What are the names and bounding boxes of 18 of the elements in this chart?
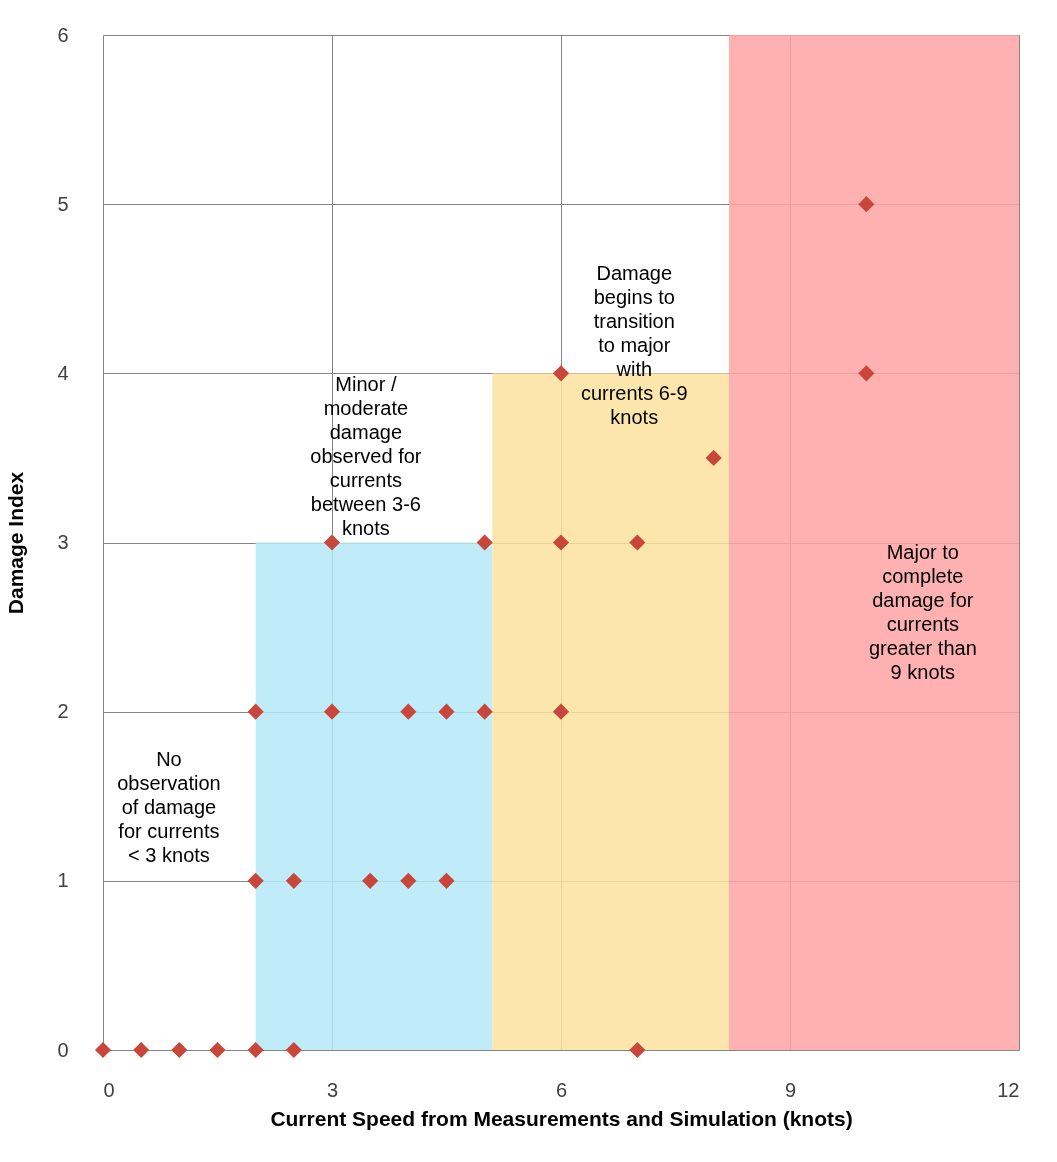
x-tick-label: 3 xyxy=(326,1078,339,1101)
y-tick-label: 2 xyxy=(57,700,69,723)
x-tick-label: 0 xyxy=(103,1078,115,1101)
y-tick-label: 5 xyxy=(57,192,69,215)
annotation: Major to complete damage for currents greater than 9 knots xyxy=(868,540,977,683)
annotation: No observation of damage for currents < 3 knots xyxy=(117,747,221,866)
y-tick-label: 3 xyxy=(57,531,69,553)
x-tick-label: 6 xyxy=(555,1078,568,1101)
x-tick-label: 9 xyxy=(784,1078,797,1101)
y-tick-label: 4 xyxy=(57,361,69,384)
y-axis-title: Damage Index xyxy=(4,471,28,615)
y-tick-label: 0 xyxy=(57,1038,69,1061)
x-tick-label: 12 xyxy=(997,1078,1020,1101)
y-tick-label: 1 xyxy=(57,869,69,892)
annotation: Minor / moderate damage observed for currents between 3-6 knots xyxy=(310,373,422,540)
y-tick-label: 6 xyxy=(57,23,69,46)
annotation: Damage begins to transition to major with currents 6-9 knots xyxy=(580,261,688,428)
x-axis-title: Current Speed from Measurements and Simulation (knots) xyxy=(270,1106,853,1130)
